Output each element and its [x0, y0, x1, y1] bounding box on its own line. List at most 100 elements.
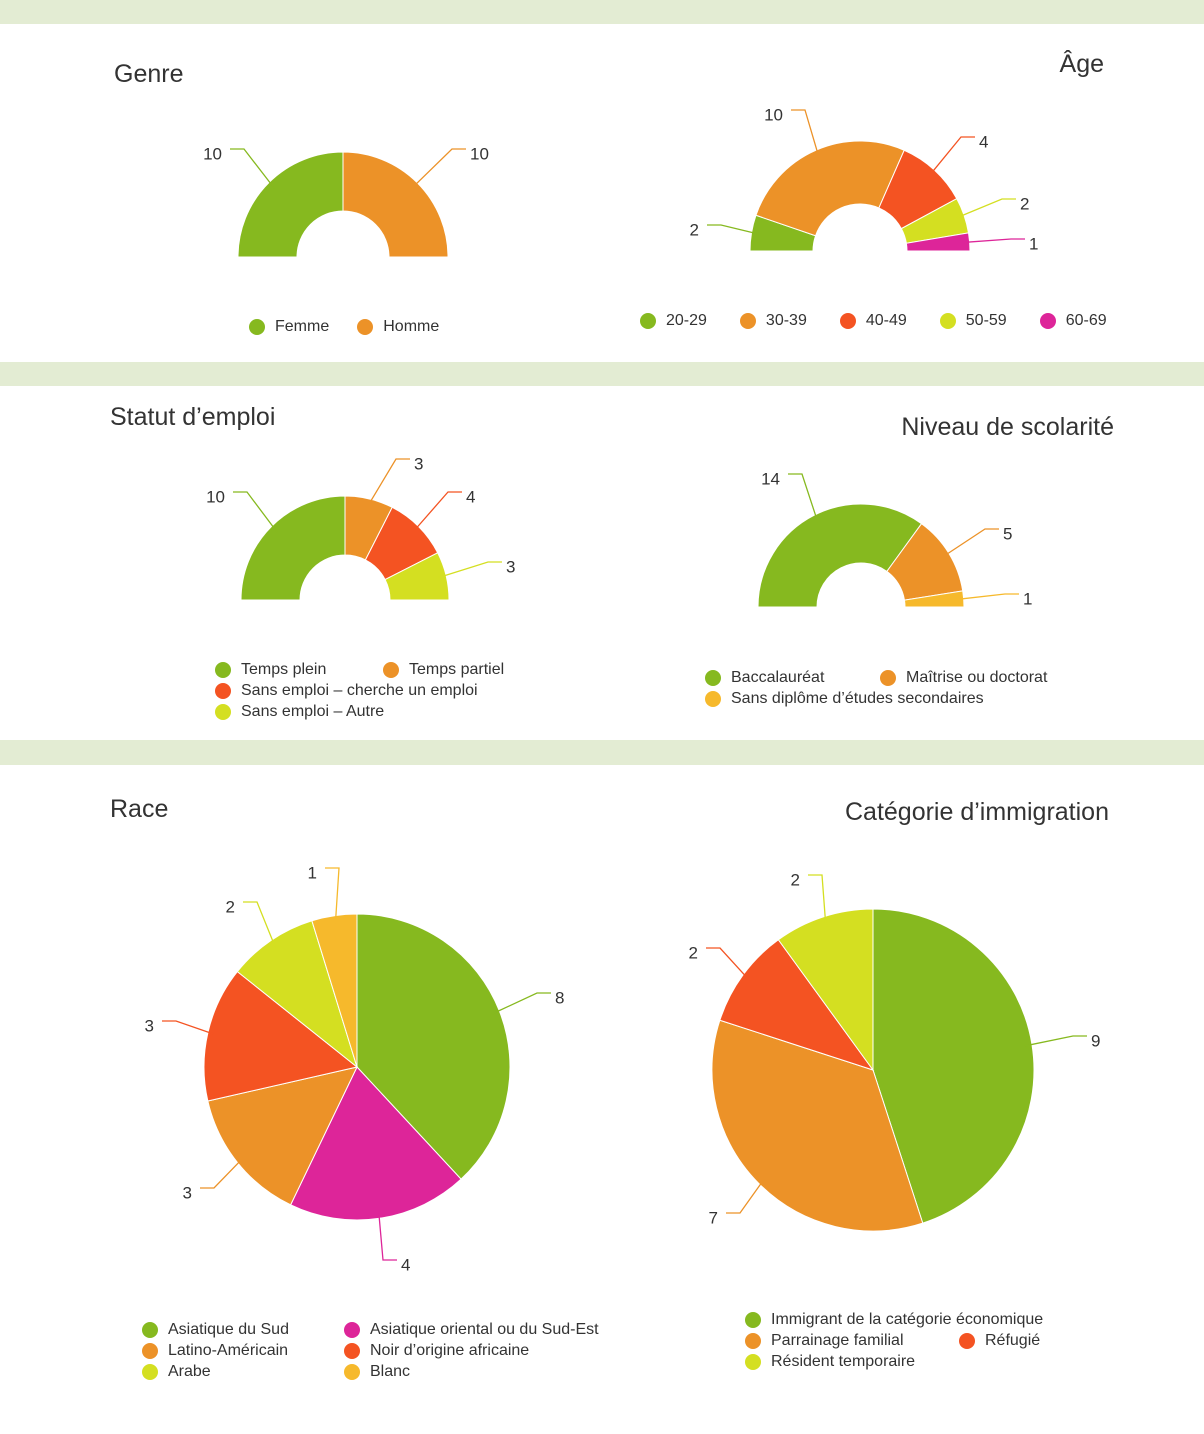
legend-age: 20-29 30-39 40-49 50-59 60-69	[640, 310, 1140, 331]
legend-label: Sans emploi – cherche un emploi	[241, 681, 478, 699]
legend-swatch	[249, 318, 265, 335]
legend-label: Femme	[275, 317, 330, 335]
legend-swatch	[357, 318, 374, 335]
legend-item-immigration-0: Immigrant de la catégorie économique	[745, 1311, 1043, 1329]
legend-row: Parrainage familial Réfugié	[745, 1330, 1071, 1351]
legend-label: Temps plein	[241, 660, 327, 678]
legend-label: Blanc	[370, 1362, 411, 1380]
legend-row: Asiatique du Sud Asiatique oriental ou du…	[142, 1319, 627, 1340]
value-label-scolarite-2: 1	[1023, 589, 1032, 608]
value-label-scolarite-0: 14	[761, 469, 780, 488]
legend-label: 30-39	[765, 311, 807, 329]
chart-genre: 10 10	[203, 144, 489, 258]
legend-swatch	[383, 661, 399, 678]
leader-age-0	[707, 224, 760, 235]
value-label-genre-1: 10	[470, 144, 489, 163]
value-label-age-4: 1	[1029, 234, 1038, 253]
legend-item-age-4: 60-69	[1039, 311, 1107, 330]
legend-row: Latino-Américain Noir d’origine africaine	[142, 1340, 627, 1361]
legend-swatch	[1039, 312, 1056, 329]
legend-item-immigration-3: Résident temporaire	[745, 1353, 915, 1371]
slice-genre-0	[237, 151, 344, 258]
value-label-immigration-2: 2	[689, 943, 698, 962]
legend-label: Asiatique oriental ou du Sud-Est	[370, 1320, 599, 1338]
legend-scolarite: Baccalauréat Maîtrise ou doctorat Sans dip…	[705, 667, 1075, 709]
leader-emploi-3	[438, 561, 502, 579]
legend-label: Réfugié	[985, 1331, 1041, 1349]
value-label-age-0: 2	[690, 220, 699, 239]
value-label-emploi-2: 4	[466, 487, 475, 506]
legend-row: Sans emploi – Autre	[215, 701, 532, 722]
legend-swatch	[344, 1321, 360, 1338]
slice-genre-1	[342, 151, 449, 258]
legend-label: 50-59	[965, 311, 1007, 329]
value-label-age-2: 4	[979, 132, 988, 151]
chart-title-race: Race	[110, 795, 169, 823]
legend-swatch	[959, 1332, 975, 1349]
legend-label: Homme	[383, 317, 440, 335]
value-label-race-1: 4	[401, 1255, 410, 1274]
leader-immigration-1	[726, 1177, 766, 1214]
slice-race-2	[207, 1066, 358, 1206]
legend-label: Temps partiel	[409, 660, 505, 678]
value-label-race-0: 8	[555, 988, 564, 1007]
chart-title-genre: Genre	[114, 60, 184, 88]
legend-item-race-4: Arabe	[142, 1363, 316, 1381]
legend-label: Arabe	[168, 1362, 211, 1380]
legend-row: 20-29 30-39 40-49 50-59 60-69	[640, 310, 1140, 331]
section-band-top	[0, 0, 1204, 24]
legend-item-race-2: Latino-Américain	[142, 1342, 316, 1360]
value-label-race-5: 1	[308, 863, 317, 882]
legend-row: Résident temporaire	[745, 1351, 1071, 1372]
legend-label: Asiatique du Sud	[168, 1320, 289, 1338]
legend-item-age-1: 30-39	[739, 311, 807, 330]
value-label-race-4: 2	[226, 897, 235, 916]
legend-swatch	[705, 669, 721, 686]
legend-item-immigration-2: Réfugié	[959, 1332, 1040, 1350]
value-label-immigration-3: 2	[791, 870, 800, 889]
leader-emploi-1	[366, 458, 410, 507]
legend-label: Parrainage familial	[771, 1331, 904, 1349]
legend-swatch	[142, 1321, 158, 1338]
legend-label: Sans emploi – Autre	[241, 702, 385, 720]
legend-label: Baccalauréat	[731, 668, 825, 686]
legend-race: Asiatique du Sud Asiatique oriental ou du…	[142, 1319, 627, 1382]
legend-item-immigration-1: Parrainage familial	[745, 1332, 931, 1350]
legend-swatch	[939, 312, 956, 329]
chart-title-age: Âge	[1059, 50, 1104, 78]
leader-age-4	[961, 238, 1025, 244]
leader-age-2	[928, 136, 975, 177]
slice-race-3	[203, 970, 359, 1102]
slice-scolarite-2	[903, 590, 965, 608]
leader-immigration-3	[808, 874, 827, 925]
legend-item-emploi-3: Sans emploi – Autre	[215, 703, 384, 721]
legend-row: Femme Homme	[249, 316, 467, 337]
legend-item-emploi-0: Temps plein	[215, 661, 355, 679]
legend-label: 60-69	[1065, 311, 1107, 329]
legend-swatch	[215, 682, 231, 699]
legend-row: Baccalauréat Maîtrise ou doctorat	[705, 667, 1075, 688]
legend-item-race-3: Noir d’origine africaine	[344, 1342, 529, 1360]
value-label-scolarite-1: 5	[1003, 524, 1012, 543]
legend-row: Immigrant de la catégorie économique	[745, 1309, 1071, 1330]
legend-row: Temps plein Temps partiel	[215, 659, 532, 680]
legend-swatch	[142, 1363, 158, 1380]
leader-scolarite-1	[941, 528, 999, 558]
legend-item-scolarite-0: Baccalauréat	[705, 669, 852, 687]
legend-item-age-0: 20-29	[640, 312, 707, 330]
legend-item-emploi-1: Temps partiel	[383, 661, 504, 679]
legend-item-age-3: 50-59	[939, 311, 1007, 330]
leader-race-0	[491, 992, 551, 1015]
legend-swatch	[215, 661, 231, 678]
leader-immigration-0	[1023, 1035, 1087, 1047]
slice-emploi-0	[240, 495, 346, 601]
leader-scolarite-0	[788, 473, 819, 523]
chart-immigration: 9 7 2 2	[689, 870, 1100, 1232]
legend-emploi: Temps plein Temps partiel Sans emploi – ch…	[215, 659, 532, 722]
value-label-age-3: 2	[1020, 194, 1029, 213]
value-label-emploi-3: 3	[506, 557, 515, 576]
legend-item-race-0: Asiatique du Sud	[142, 1321, 316, 1339]
legend-genre: Femme Homme	[249, 316, 467, 337]
legend-swatch	[739, 312, 756, 329]
chart-title-scolarite: Niveau de scolarité	[901, 413, 1114, 441]
